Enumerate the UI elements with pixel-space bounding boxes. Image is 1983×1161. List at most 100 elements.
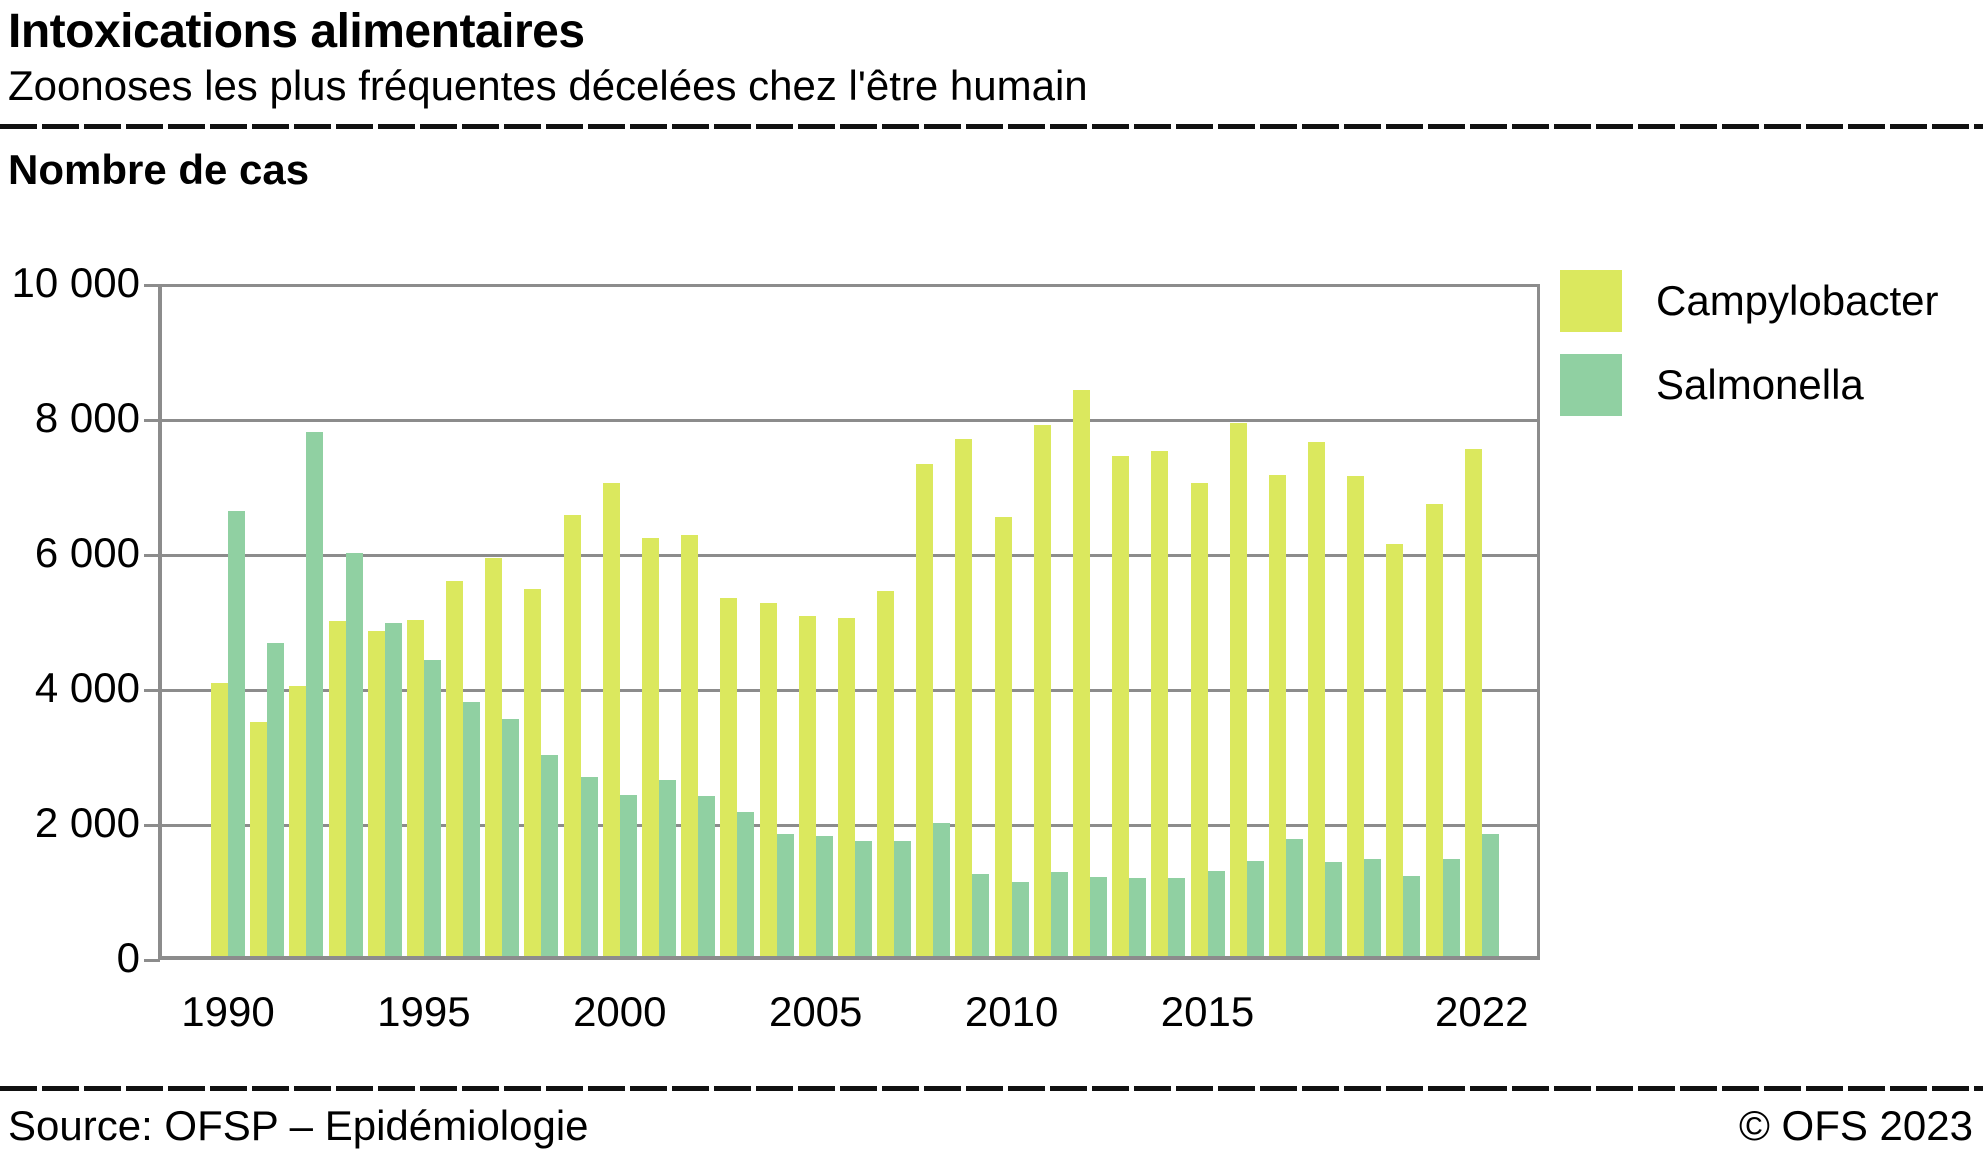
- footer-source: Source: OFSP – Epidémiologie: [8, 1102, 589, 1149]
- bar-campylobacter-1997: [485, 558, 503, 960]
- legend-swatch-campylobacter: [1560, 270, 1622, 332]
- legend-label-campylobacter: Campylobacter: [1656, 277, 1939, 324]
- bar-salmonella-1993: [345, 552, 363, 960]
- plot-area: [144, 283, 1540, 962]
- bar-campylobacter-2021: [1425, 503, 1443, 960]
- bar-campylobacter-2017: [1268, 474, 1286, 960]
- bar-campylobacter-2013: [1112, 456, 1130, 960]
- bar-salmonella-2012: [1089, 876, 1107, 960]
- bar-salmonella-2011: [1050, 872, 1068, 960]
- bar-salmonella-1994: [384, 622, 402, 960]
- bar-salmonella-2002: [698, 795, 716, 960]
- bar-salmonella-2017: [1285, 839, 1303, 960]
- bar-salmonella-1990: [228, 511, 245, 960]
- bar-salmonella-2010: [1011, 881, 1029, 960]
- bar-campylobacter-2003: [720, 597, 738, 960]
- bar-campylobacter-2007: [877, 590, 895, 960]
- bottom-divider-rule: [0, 1086, 1983, 1091]
- x-tick-label: 2005: [768, 988, 863, 1035]
- bar-campylobacter-2004: [759, 602, 777, 960]
- gridline: [160, 418, 1540, 422]
- x-tick-label: 2010: [964, 988, 1059, 1035]
- y-tick: [144, 823, 160, 827]
- legend-item-salmonella: Salmonella: [1560, 354, 1938, 416]
- y-tick-label: 10 000: [11, 259, 140, 306]
- footer-copyright: © OFS 2023: [1738, 1102, 1973, 1149]
- bar-campylobacter-2000: [602, 483, 620, 960]
- bar-salmonella-1991: [267, 642, 285, 960]
- x-tick-label: 2000: [573, 988, 667, 1035]
- bar-salmonella-1998: [541, 755, 559, 960]
- x-tick-label: 1995: [377, 988, 471, 1035]
- y-axis-title: Nombre de cas: [8, 146, 310, 193]
- bar-salmonella-1996: [463, 702, 481, 960]
- bar-salmonella-2016: [1246, 860, 1264, 960]
- bar-salmonella-1997: [502, 719, 520, 960]
- bar-salmonella-1992: [306, 432, 324, 960]
- plot-right-border: [1537, 285, 1540, 960]
- y-tick-label: 4 000: [34, 664, 140, 711]
- bar-campylobacter-2006: [837, 618, 855, 960]
- gridline: [160, 283, 1540, 287]
- bar-salmonella-2018: [1325, 862, 1343, 960]
- y-tick-label: 6 000: [34, 529, 140, 576]
- bar-campylobacter-2014: [1151, 451, 1169, 960]
- bar-campylobacter-1990: [211, 683, 228, 960]
- bar-salmonella-2003: [737, 812, 755, 960]
- bar-campylobacter-2010: [994, 517, 1012, 960]
- bar-campylobacter-1996: [446, 580, 464, 960]
- bar-salmonella-2014: [1168, 878, 1186, 960]
- y-tick: [144, 418, 160, 422]
- y-tick-label: 8 000: [34, 394, 140, 441]
- top-divider-rule: [0, 124, 1983, 129]
- bar-salmonella-2007: [894, 841, 912, 960]
- y-tick: [144, 688, 160, 692]
- bar-salmonella-2019: [1364, 859, 1382, 960]
- bar-campylobacter-1993: [328, 621, 346, 960]
- bar-campylobacter-2001: [641, 538, 659, 960]
- bar-salmonella-2006: [854, 840, 872, 960]
- legend-item-campylobacter: Campylobacter: [1560, 270, 1938, 332]
- bar-salmonella-2001: [658, 780, 676, 960]
- legend: Campylobacter Salmonella: [1560, 270, 1938, 438]
- x-axis-labels: 1990 1995 2000 2005 2010 2015 2022: [160, 986, 1540, 1046]
- bar-salmonella-2004: [776, 834, 794, 960]
- bar-salmonella-2021: [1442, 859, 1460, 960]
- legend-label-salmonella: Salmonella: [1656, 361, 1864, 408]
- x-tick-label: 2015: [1160, 988, 1255, 1035]
- bar-salmonella-1999: [580, 777, 598, 960]
- bar-campylobacter-2020: [1386, 544, 1404, 960]
- page-title: Intoxications alimentaires: [8, 5, 585, 58]
- y-tick: [144, 553, 160, 557]
- bar-campylobacter-2015: [1190, 483, 1208, 960]
- bar-campylobacter-1999: [563, 515, 581, 960]
- x-tick-label: 2022: [1435, 988, 1529, 1035]
- legend-swatch-salmonella: [1560, 354, 1622, 416]
- y-tick-label: 2 000: [34, 799, 140, 846]
- bar-campylobacter-2018: [1308, 441, 1326, 960]
- bar-salmonella-2008: [933, 822, 951, 960]
- y-tick: [144, 283, 160, 287]
- bar-salmonella-1995: [423, 659, 441, 960]
- bar-campylobacter-1998: [524, 588, 542, 960]
- bar-campylobacter-1991: [250, 721, 268, 960]
- y-axis-labels: 0 2 000 4 000 6 000 8 000 10 000: [0, 259, 140, 981]
- bar-salmonella-2022: [1481, 834, 1499, 960]
- bar-campylobacter-2002: [681, 534, 699, 960]
- bar-salmonella-2005: [815, 835, 833, 960]
- bar-campylobacter-2005: [798, 615, 816, 960]
- y-tick-label: 0: [116, 934, 140, 981]
- x-axis-line: [160, 956, 1540, 960]
- y-tick: [144, 958, 160, 962]
- x-tick-label: 1990: [181, 988, 275, 1035]
- bar-salmonella-2020: [1403, 875, 1421, 960]
- bar-campylobacter-2016: [1229, 422, 1247, 960]
- bar-salmonella-2009: [972, 873, 990, 960]
- bar-salmonella-2015: [1207, 870, 1225, 960]
- bar-campylobacter-2022: [1464, 449, 1482, 960]
- bar-campylobacter-2011: [1033, 424, 1051, 960]
- bar-campylobacter-1994: [367, 630, 385, 960]
- bar-campylobacter-2012: [1072, 390, 1090, 960]
- bar-campylobacter-2019: [1347, 476, 1365, 960]
